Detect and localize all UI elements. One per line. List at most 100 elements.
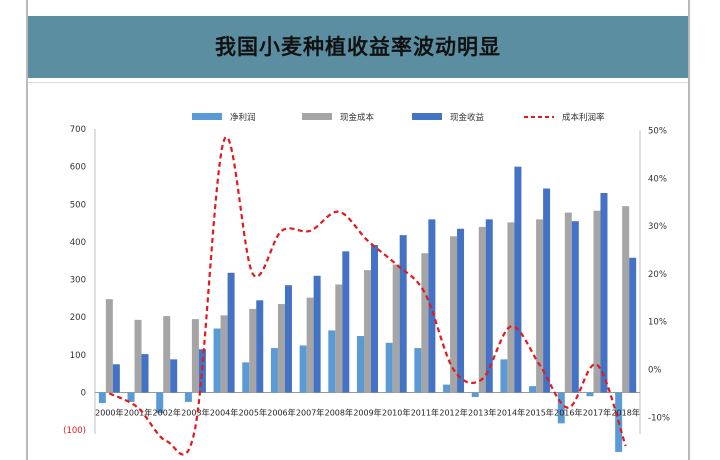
bar-cash-income	[629, 257, 637, 393]
right-tick-label: 50%	[648, 127, 667, 137]
bar-net-profit	[443, 384, 451, 393]
left-tick-label: 100	[70, 351, 86, 361]
legend-swatch	[412, 113, 442, 120]
legend-swatch	[302, 113, 332, 120]
bar-cash-income	[141, 354, 149, 393]
legend-label: 成本利润率	[562, 112, 605, 123]
right-tick-label: 40%	[648, 174, 667, 184]
left-tick-label: (100)	[63, 426, 86, 436]
bar-cash-income	[198, 349, 206, 393]
right-tick-label: -10%	[648, 413, 670, 423]
bar-cash-income	[342, 251, 350, 393]
bar-cash-cost	[105, 299, 113, 393]
page-frame-right	[688, 0, 690, 460]
bar-cash-income	[313, 275, 321, 393]
bar-cash-income	[112, 364, 120, 393]
x-tick-label: 2008年	[325, 408, 353, 418]
x-tick-label: 2005年	[239, 408, 267, 418]
left-tick-label: 400	[70, 238, 86, 248]
bar-cash-cost	[277, 304, 285, 393]
title-divider	[28, 82, 688, 83]
x-tick-label: 2014年	[497, 408, 525, 418]
bar-cash-income	[457, 228, 465, 393]
bar-cash-income	[399, 235, 407, 393]
bar-cash-income	[514, 166, 522, 393]
bar-cash-income	[371, 244, 378, 393]
x-tick-label: 2016年	[554, 408, 582, 418]
legend-label: 现金收益	[450, 112, 485, 123]
x-tick-label: 2017年	[583, 408, 611, 418]
bar-cash-income	[543, 188, 551, 393]
x-tick-label: 2012年	[439, 408, 467, 418]
x-tick-label: 2001年	[124, 408, 152, 418]
bar-net-profit	[156, 392, 164, 414]
bar-cash-cost	[335, 284, 343, 393]
x-tick-label: 2006年	[267, 408, 295, 418]
bar-cash-cost	[249, 308, 257, 393]
bar-cash-cost	[364, 270, 371, 393]
line-cost-profit-rate	[108, 135, 627, 456]
legend-swatch	[192, 113, 222, 120]
left-tick-label: 500	[70, 200, 86, 210]
x-tick-label: 2013年	[468, 408, 496, 418]
bar-cash-income	[256, 300, 264, 393]
right-tick-label: 30%	[648, 222, 667, 232]
bar-net-profit	[270, 348, 278, 393]
bar-net-profit	[529, 386, 537, 393]
right-tick-label: 0%	[648, 366, 662, 376]
left-tick-label: 700	[70, 125, 86, 135]
bar-cash-income	[170, 359, 178, 393]
right-tick-label: 10%	[648, 318, 667, 328]
bar-net-profit	[357, 336, 364, 393]
legend-label: 现金成本	[340, 112, 375, 123]
bar-net-profit	[586, 392, 594, 397]
bar-cash-income	[284, 285, 292, 393]
legend-label: 净利润	[230, 112, 256, 123]
x-tick-label: 2009年	[353, 408, 381, 418]
bar-cash-income	[485, 219, 493, 393]
bar-cash-income	[600, 193, 608, 393]
bar-cash-cost	[593, 210, 601, 393]
x-tick-label: 2004年	[210, 408, 238, 418]
bar-cash-income	[571, 221, 579, 393]
bar-net-profit	[385, 342, 393, 393]
chart-title: 我国小麦种植收益率波动明显	[215, 35, 501, 59]
bar-cash-cost	[163, 316, 171, 393]
x-tick-label: 2011年	[411, 408, 439, 418]
bar-cash-income	[428, 219, 436, 393]
bar-cash-income	[227, 272, 235, 393]
x-tick-label: 2003年	[181, 408, 209, 418]
left-tick-label: 200	[70, 313, 86, 323]
left-tick-label: 600	[70, 163, 86, 173]
bar-cash-cost	[450, 236, 458, 393]
bar-cash-cost	[134, 319, 142, 393]
bar-net-profit	[299, 345, 307, 393]
x-tick-label: 2018年	[611, 408, 639, 418]
x-tick-label: 2000年	[95, 408, 123, 418]
bar-net-profit	[557, 392, 565, 424]
bar-cash-cost	[421, 253, 429, 393]
x-tick-label: 2007年	[296, 408, 324, 418]
bar-net-profit	[328, 330, 336, 393]
bar-net-profit	[242, 362, 250, 393]
bar-cash-cost	[536, 219, 544, 393]
x-tick-label: 2002年	[153, 408, 181, 418]
bar-net-profit	[184, 392, 192, 402]
bar-net-profit	[471, 392, 479, 398]
bar-cash-cost	[220, 315, 228, 393]
bar-cash-cost	[306, 297, 314, 393]
x-tick-label: 2010年	[382, 408, 410, 418]
bar-net-profit	[414, 348, 422, 393]
bar-net-profit	[213, 328, 221, 393]
bar-cash-cost	[478, 226, 486, 393]
bar-net-profit	[127, 392, 135, 402]
left-tick-label: 0	[81, 389, 86, 399]
right-tick-label: 20%	[648, 270, 667, 280]
bar-cash-cost	[564, 212, 572, 393]
bar-cash-cost	[622, 206, 630, 393]
title-banner: 我国小麦种植收益率波动明显	[28, 16, 688, 78]
bar-cash-cost	[191, 319, 199, 393]
page-frame-left	[26, 0, 28, 460]
left-tick-label: 300	[70, 276, 86, 286]
